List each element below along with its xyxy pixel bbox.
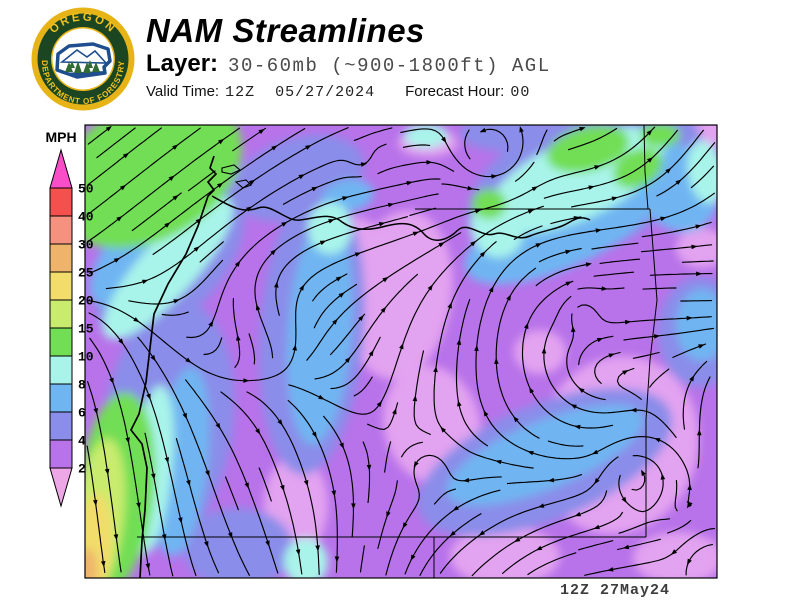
svg-text:4: 4: [78, 434, 86, 449]
svg-text:30: 30: [78, 238, 94, 253]
svg-text:15: 15: [78, 322, 94, 337]
svg-text:40: 40: [78, 210, 94, 225]
forecast-hour-value: 00: [510, 84, 531, 101]
page-title: NAM Streamlines: [146, 12, 425, 49]
map-frame: [84, 124, 718, 579]
header: OREGON DEPARTMENT OF FORESTRY NAM Stream…: [30, 6, 551, 112]
svg-text:25: 25: [78, 266, 94, 281]
svg-text:50: 50: [78, 182, 94, 197]
wind-speed-legend: 50 40 30 25 20 15 10 8 6 4 2 MPH: [45, 129, 94, 508]
map-timestamp: 12Z 27May24: [560, 582, 671, 599]
layer-value: 30-60mb (~900-1800ft) AGL: [228, 55, 551, 77]
logo-oregon-scene: [55, 42, 112, 79]
svg-text:8: 8: [78, 378, 86, 393]
geo-boundaries: [130, 125, 658, 578]
svg-text:2: 2: [78, 462, 86, 477]
svg-text:10: 10: [78, 350, 94, 365]
odf-logo: OREGON DEPARTMENT OF FORESTRY: [31, 7, 135, 111]
svg-text:6: 6: [78, 406, 86, 421]
forecast-hour-label: Forecast Hour:: [405, 83, 505, 100]
layer-label: Layer:: [146, 50, 219, 77]
valid-time-value: 12Z 05/27/2024: [225, 84, 376, 101]
layer-line: Layer: 30-60mb (~900-1800ft) AGL: [146, 50, 551, 78]
streamlines: [86, 125, 716, 577]
valid-time-label: Valid Time:: [146, 83, 220, 100]
svg-text:MPH: MPH: [45, 129, 76, 145]
title-block: NAM Streamlines Layer: 30-60mb (~900-180…: [146, 6, 551, 101]
meta-line: Valid Time: 12Z 05/27/2024 Forecast Hour…: [146, 83, 551, 101]
svg-text:20: 20: [78, 294, 94, 309]
